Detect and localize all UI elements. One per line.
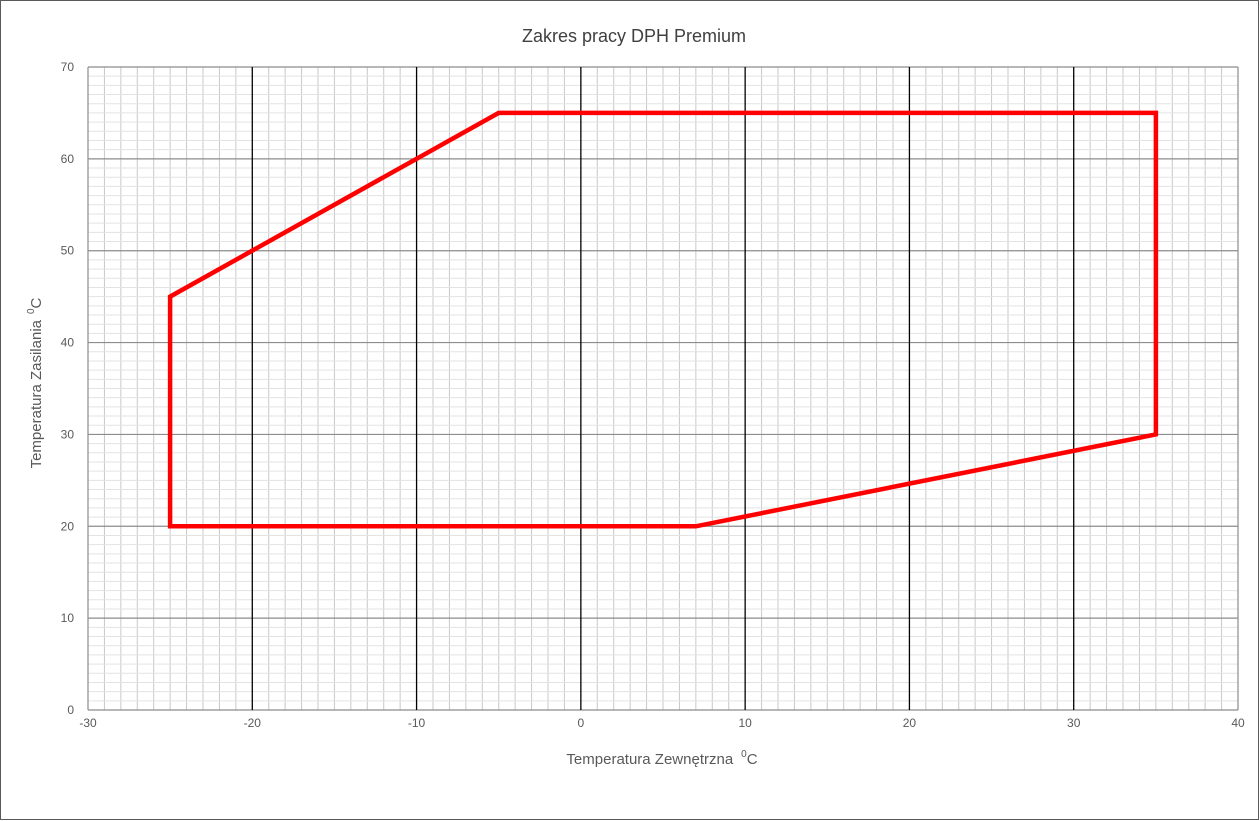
y-tick-label: 50 <box>61 244 75 258</box>
y-tick-label: 20 <box>61 519 75 533</box>
x-tick-label: 30 <box>1067 716 1081 730</box>
y-tick-label: 70 <box>61 60 75 74</box>
y-tick-label: 0 <box>67 703 74 717</box>
y-axis-label-text: Temperatura Zasilania <box>28 319 45 468</box>
y-axis-label-unit: C <box>28 297 45 308</box>
y-tick-label: 10 <box>61 611 75 625</box>
x-tick-label: -30 <box>79 716 97 730</box>
minor-grid <box>88 67 1238 710</box>
y-tick-label: 60 <box>61 152 75 166</box>
series-layer <box>167 110 1159 529</box>
chart-title: Zakres pracy DPH Premium <box>522 26 746 46</box>
x-tick-label: 40 <box>1231 716 1245 730</box>
y-axis-label: Temperatura Zasilania 0C <box>26 297 45 468</box>
x-tick-label: 20 <box>903 716 917 730</box>
x-axis-label-unit-sup: 0 <box>741 749 747 760</box>
x-tick-label: -10 <box>408 716 426 730</box>
x-tick-label: 0 <box>578 716 585 730</box>
y-tick-label: 40 <box>61 336 75 350</box>
y-tick-label: 30 <box>61 427 75 441</box>
x-axis-label-unit: C <box>747 751 758 768</box>
x-tick-label: -20 <box>244 716 262 730</box>
y-axis-label-unit-sup: 0 <box>26 308 37 314</box>
x-axis-label-text: Temperatura Zewnętrzna <box>566 751 733 768</box>
x-tick-label: 10 <box>738 716 752 730</box>
x-tick-labels: -30 -20 -10 0 10 20 30 40 <box>79 716 1245 730</box>
y-tick-labels: 0 10 20 30 40 50 60 70 <box>61 60 75 717</box>
x-axis-label: Temperatura Zewnętrzna 0C <box>566 749 757 768</box>
